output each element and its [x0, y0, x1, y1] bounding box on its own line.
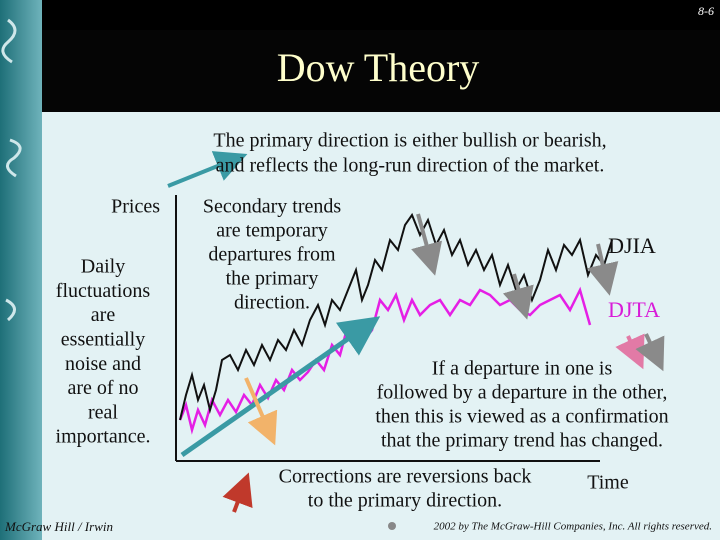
copyright: 2002 by The McGraw-Hill Companies, Inc. …: [434, 521, 712, 533]
djia-label: DJIA: [608, 233, 656, 258]
primary-arrow-key: [167, 151, 248, 188]
secondary-note-line: departures from: [208, 244, 336, 266]
intro-text: The primary direction is either bullish …: [213, 130, 606, 177]
daily-note-line: fluctuations: [56, 280, 151, 302]
intro-line: The primary direction is either bullish …: [213, 130, 606, 152]
intro-line: and reflects the long-run direction of t…: [216, 155, 605, 177]
secondary-note-line: direction.: [234, 292, 310, 314]
departure-arrow: [411, 213, 442, 276]
daily-note-line: are: [91, 304, 116, 326]
confirmation-line: that the primary trend has changed.: [381, 430, 663, 452]
confirmation-line: If a departure in one is: [432, 358, 613, 380]
secondary-note-line: are temporary: [216, 220, 328, 242]
y-axis-label: Prices: [111, 196, 160, 218]
daily-note-line: Daily: [81, 256, 125, 278]
daily-note-line: real: [88, 401, 118, 423]
daily-note-line: essentially: [61, 328, 145, 350]
confirmation-line: followed by a departure in the other,: [377, 382, 668, 404]
djta-label: DJTA: [608, 297, 660, 322]
secondary-arrow: [244, 377, 278, 446]
djia-line: [179, 212, 613, 421]
departure-arrow: [587, 243, 619, 296]
slide-number: 8-6: [698, 4, 714, 18]
x-axis-label: Time: [587, 472, 629, 494]
daily-note-line: are of no: [67, 377, 138, 399]
corrections-line: to the primary direction.: [308, 490, 502, 512]
correction-arrow: [222, 472, 253, 513]
side-decoration: [1, 18, 22, 322]
primary-trend-arrow: [180, 316, 381, 458]
confirmation-line: then this is viewed as a confirmation: [375, 406, 668, 428]
daily-note-line: importance.: [56, 426, 151, 448]
slide-title: Dow Theory: [277, 45, 480, 90]
daily-note-line: noise and: [65, 353, 141, 375]
corrections-line: Corrections are reversions back: [279, 466, 532, 488]
copyright-mark: [388, 522, 396, 530]
side-band: [0, 0, 42, 540]
header-top: [42, 0, 720, 30]
departure-arrow: [635, 333, 665, 372]
secondary-note-line: the primary: [226, 268, 319, 290]
secondary-note-line: Secondary trends: [203, 196, 342, 218]
publisher: McGraw Hill / Irwin: [4, 519, 113, 534]
departure-arrow: [502, 273, 534, 320]
